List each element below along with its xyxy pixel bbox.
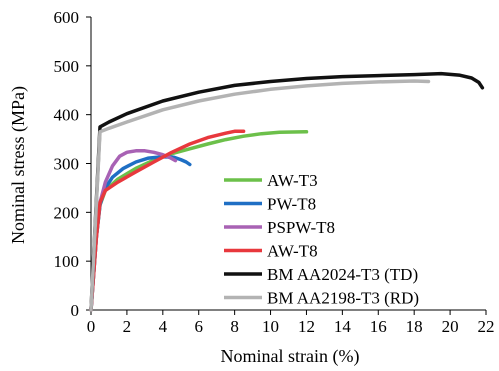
y-tick-label: 200: [54, 203, 80, 222]
x-tick-label: 8: [230, 317, 239, 336]
y-tick-labels: 0 100 200 300 400 500 600: [54, 8, 80, 320]
x-tick-label: 10: [262, 317, 279, 336]
x-tick-label: 2: [123, 317, 132, 336]
legend-label-5: BM AA2024-T3 (TD): [267, 265, 418, 284]
series-layer: [89, 71, 485, 312]
series-line-6: [89, 79, 431, 312]
y-tick-label: 300: [54, 155, 80, 174]
x-tick-label: 14: [334, 317, 352, 336]
x-tick-label: 6: [194, 317, 203, 336]
axes: [86, 16, 487, 315]
x-tick-label: 12: [298, 317, 315, 336]
y-tick-label: 500: [54, 57, 80, 76]
legend-label-4: AW-T8: [267, 242, 318, 261]
y-tick-label: 0: [71, 301, 80, 320]
x-tick-label: 4: [159, 317, 168, 336]
x-tick-label: 22: [478, 317, 495, 336]
y-tick-label: 400: [54, 106, 80, 125]
legend: AW-T3 PW-T8 PSPW-T8 AW-T8 BM AA2024-T3 (TD) B…: [224, 171, 419, 308]
x-tick-label: 20: [442, 317, 459, 336]
series-line-5: [89, 71, 485, 312]
legend-label-2: PW-T8: [267, 195, 316, 214]
legend-label-1: AW-T3: [267, 171, 318, 190]
x-tick-label: 16: [370, 317, 387, 336]
y-tick-label: 600: [54, 8, 80, 27]
series-line-4: [89, 129, 246, 312]
legend-label-3: PSPW-T8: [267, 218, 335, 237]
x-tick-labels: 0 2 4 6 8 10 12 14 16 18 20 22: [87, 317, 495, 336]
y-axis-title: Nominal stress (MPa): [8, 86, 29, 244]
y-tick-label: 100: [54, 252, 80, 271]
legend-label-6: BM AA2198-T3 (RD): [267, 289, 419, 308]
x-tick-label: 0: [87, 317, 96, 336]
x-tick-label: 18: [406, 317, 423, 336]
x-axis-title: Nominal strain (%): [221, 346, 360, 367]
